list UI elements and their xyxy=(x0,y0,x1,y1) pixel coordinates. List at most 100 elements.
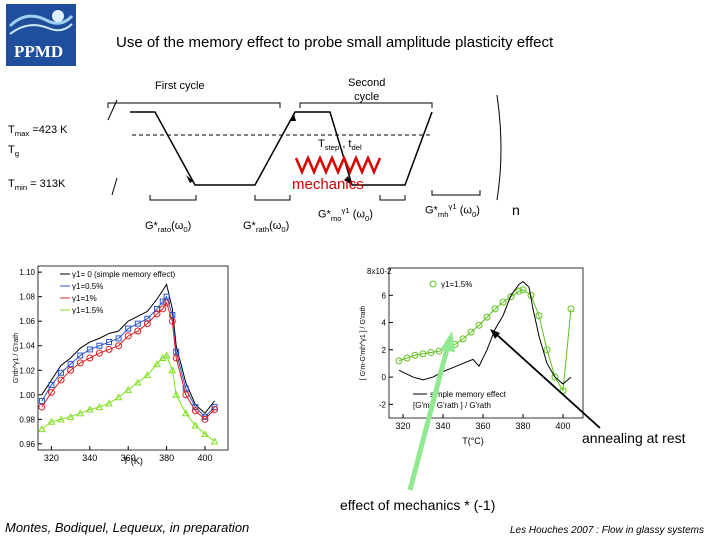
left-chart-series-line xyxy=(41,283,215,414)
first-cycle-brace xyxy=(107,102,281,108)
g-rato-label: G*rato(ω0) xyxy=(145,220,191,234)
left-chart-series-point xyxy=(58,369,65,376)
right-chart-frame xyxy=(388,267,584,419)
left-chart-xtick-label: 400 xyxy=(197,453,212,463)
right-chart-series-point xyxy=(459,335,467,343)
left-chart-series-point xyxy=(125,325,132,332)
right-chart-legend-label: γ1=1.5% xyxy=(441,280,472,289)
right-chart-xtick-label: 360 xyxy=(475,421,490,431)
tmin-label: Tmin = 313K xyxy=(8,178,65,192)
right-chart-series-point xyxy=(411,351,419,359)
left-chart-series-point xyxy=(86,354,94,362)
left-chart-series-point xyxy=(201,415,209,423)
left-chart-series-line xyxy=(41,295,215,418)
left-chart-series-point xyxy=(96,342,103,349)
left-chart-series-point xyxy=(67,366,75,374)
ppmd-logo: PPMD xyxy=(6,4,76,66)
left-chart-series-point xyxy=(144,315,151,322)
right-chart-series-point xyxy=(435,347,443,355)
left-chart-series-point xyxy=(115,335,122,342)
left-chart-series-point xyxy=(163,299,171,307)
g-mo-sub: mo xyxy=(330,213,342,223)
left-chart-series-line xyxy=(41,354,215,442)
authors-footer: Montes, Bodiquel, Lequeux, in preparatio… xyxy=(5,520,250,535)
first-cycle-label: First cycle xyxy=(155,80,205,92)
n-label: n xyxy=(512,202,520,218)
annealing-arrowhead xyxy=(490,329,500,339)
left-chart-series-point xyxy=(182,391,190,399)
left-chart-series-point xyxy=(159,305,167,313)
tmax-label: Tmax =423 K xyxy=(8,124,68,138)
right-chart-legend-extra: [G'm - G'rath ] / G'rath xyxy=(413,401,491,410)
left-chart-series-point xyxy=(133,378,142,386)
left-chart-series-point xyxy=(38,397,45,404)
right-chart-ytick-label: 0 xyxy=(382,373,387,382)
right-chart-ytick-label: 2 xyxy=(382,346,387,355)
left-chart-ytick-label: 1.06 xyxy=(19,317,35,326)
rato-brace xyxy=(149,195,197,201)
left-chart-series-point xyxy=(168,366,177,374)
g-mh-post: (ω xyxy=(456,204,472,217)
g-mo-sup: γ1 xyxy=(341,206,350,215)
tstep-label: Tstep , tdel xyxy=(318,138,362,152)
left-chart-legend-label: γ1=1.5% xyxy=(72,306,103,315)
mechanics-effect-arrow xyxy=(407,344,451,491)
g-rath-sub: rath xyxy=(255,225,270,235)
left-chart-series-point xyxy=(47,417,56,425)
left-chart-series-point xyxy=(106,339,113,346)
second-cycle-label: Second cycle xyxy=(348,76,385,104)
left-chart: 320 340 360 380 400 1.10 1.08 1.06 1.04 1.02 1.00 0… xyxy=(13,265,229,466)
left-chart-ytick-label: 1.00 xyxy=(19,391,35,400)
annealing-label: annealing at rest xyxy=(582,430,686,446)
right-chart-xtick-label: 400 xyxy=(555,421,570,431)
left-chart-series-point xyxy=(191,407,199,415)
g-rato-pre: G* xyxy=(145,220,158,232)
left-chart-series-point xyxy=(163,293,170,300)
tmin-t: T xyxy=(8,178,15,190)
left-chart-series-point xyxy=(162,351,171,359)
g-mh-post2: ) xyxy=(476,204,480,217)
g-mh-sup: γ1 xyxy=(448,202,457,211)
right-chart-series-point xyxy=(395,357,403,365)
second-cycle-line2: cycle xyxy=(354,91,380,103)
right-chart-legend-marker xyxy=(429,280,437,288)
tstep-mid: , t xyxy=(339,138,352,150)
conference-footer: Les Houches 2007 : Flow in glassy system… xyxy=(510,525,704,536)
left-bar-top xyxy=(107,99,118,121)
right-chart-xtick-label: 380 xyxy=(515,421,530,431)
left-chart-series-point xyxy=(66,412,75,420)
left-chart-series-point xyxy=(143,320,151,328)
g-mo-sub2: 0 xyxy=(364,213,370,223)
left-chart-frame xyxy=(37,265,229,451)
left-chart-series-point xyxy=(172,354,180,362)
temperature-profile xyxy=(130,111,433,186)
g-mh-label: G*mhγ1 (ω0) xyxy=(425,202,480,219)
protocol-diagram xyxy=(107,94,502,201)
tmin-sub: min xyxy=(14,183,28,193)
g-mh-sub: mh xyxy=(437,209,449,219)
right-chart-legend-label: simple memory effect xyxy=(430,390,507,399)
arrow-up-1 xyxy=(289,114,296,121)
left-chart-ylabel: G'rth^γ1 / G'rath xyxy=(13,333,20,383)
tmin-value: = 313K xyxy=(27,178,66,190)
tg-label: Tg xyxy=(8,144,19,158)
left-chart-series-point xyxy=(159,298,166,305)
right-chart-series-point xyxy=(507,293,515,301)
second-cycle-line1: Second xyxy=(348,77,386,89)
left-chart-series-point xyxy=(169,312,176,319)
left-chart-xtick-label: 380 xyxy=(159,453,174,463)
left-chart-series-point xyxy=(85,405,94,413)
right-chart-series-point xyxy=(475,321,483,329)
tstep-sub: step xyxy=(324,143,340,153)
mh-brace xyxy=(431,190,481,196)
right-chart-series-point xyxy=(491,305,499,313)
left-chart-series-point xyxy=(115,342,123,350)
left-chart-series-point xyxy=(77,352,84,359)
left-chart-series-point xyxy=(67,361,74,368)
g-rato-sub2: 0 xyxy=(183,225,188,235)
g-rath-post: (ω xyxy=(269,220,282,232)
g-rath-pre: G* xyxy=(243,220,256,232)
right-chart-ylabel: [ G'm-G'mh^γ1 ] / G'rath xyxy=(360,306,367,381)
left-chart-ytick-label: 1.04 xyxy=(19,342,35,351)
tmax-sub: max xyxy=(14,129,30,139)
